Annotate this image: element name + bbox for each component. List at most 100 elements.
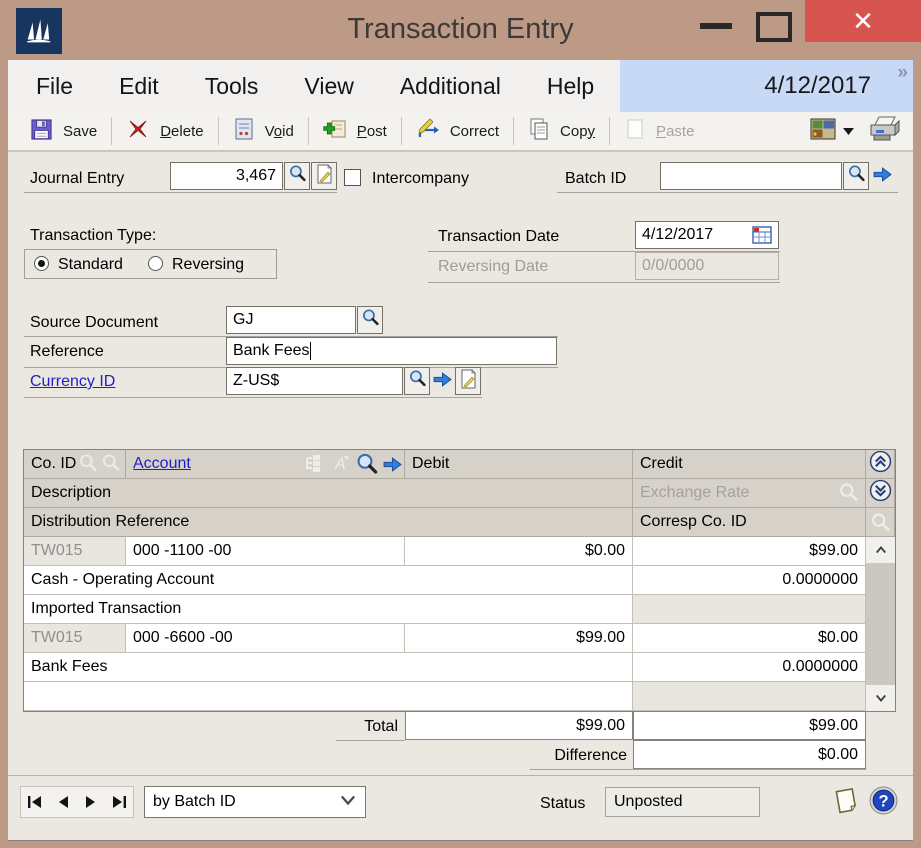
- cell-description[interactable]: Bank Fees: [24, 653, 633, 682]
- account-link[interactable]: Account: [133, 455, 191, 472]
- void-button[interactable]: Void: [219, 114, 308, 148]
- scroll-down-button[interactable]: [866, 685, 895, 711]
- last-record-button[interactable]: [107, 790, 131, 814]
- layout-picker-icon[interactable]: [810, 117, 838, 146]
- journal-entry-lookup-button[interactable]: [284, 162, 310, 190]
- toolbar-separator: [217, 117, 219, 145]
- close-button[interactable]: ✕: [805, 0, 921, 42]
- cell-distribution-reference[interactable]: Imported Transaction: [24, 595, 633, 624]
- cell-distribution-reference[interactable]: [24, 682, 633, 711]
- cell-credit[interactable]: $99.00: [633, 537, 866, 566]
- save-icon: [30, 118, 53, 145]
- batch-id-expansion-arrow-icon[interactable]: [872, 166, 893, 183]
- print-icon[interactable]: [867, 115, 901, 148]
- account-expansion-arrow-icon[interactable]: [382, 456, 403, 473]
- layout-picker-dropdown-arrow-icon[interactable]: [843, 122, 854, 140]
- paste-icon: [624, 117, 646, 145]
- first-record-button[interactable]: [23, 790, 47, 814]
- expand-rows-button[interactable]: [866, 479, 895, 508]
- menu-help[interactable]: Help: [546, 72, 595, 99]
- batch-id-field[interactable]: [660, 162, 842, 190]
- menu-view[interactable]: View: [304, 72, 354, 99]
- currency-id-field[interactable]: Z-US$: [226, 367, 403, 395]
- batch-id-label: Batch ID: [565, 170, 627, 187]
- status-value: Unposted: [614, 793, 683, 810]
- cell-credit[interactable]: $0.00: [633, 624, 866, 653]
- scroll-up-button[interactable]: [866, 537, 895, 563]
- currency-id-lookup-button[interactable]: [404, 367, 430, 395]
- source-document-field[interactable]: GJ: [226, 306, 356, 334]
- currency-id-link[interactable]: Currency ID: [30, 373, 116, 390]
- minimize-button[interactable]: [700, 23, 732, 29]
- intercompany-label: Intercompany: [372, 170, 469, 187]
- note-icon: [316, 163, 333, 189]
- collapse-rows-button[interactable]: [866, 450, 895, 479]
- currency-id-expansion-arrow-icon[interactable]: [432, 371, 453, 388]
- co-id-lookup-icon-disabled: [78, 453, 98, 473]
- currency-id-note-button[interactable]: [455, 367, 481, 395]
- account-lookup-icon[interactable]: [355, 452, 379, 476]
- browse-by-dropdown[interactable]: by Batch ID: [144, 786, 366, 818]
- correct-icon: [416, 117, 440, 145]
- system-date-area[interactable]: 4/12/2017 »: [620, 60, 913, 112]
- source-document-lookup-button[interactable]: [357, 306, 383, 334]
- cell-debit[interactable]: $0.00: [405, 537, 633, 566]
- calendar-icon[interactable]: [752, 225, 772, 245]
- browse-by-value: by Batch ID: [153, 793, 236, 810]
- journal-entry-field[interactable]: 3,467: [170, 162, 283, 190]
- divider: [428, 251, 780, 252]
- divider: [428, 282, 780, 283]
- reversing-date-label: Reversing Date: [438, 258, 549, 275]
- reference-label: Reference: [30, 343, 104, 360]
- divider: [336, 740, 405, 741]
- radio-reversing[interactable]: [148, 256, 163, 271]
- cell-account[interactable]: 000 -6600 -00: [126, 624, 405, 653]
- difference-label: Difference: [554, 747, 627, 764]
- radio-standard-label: Standard: [58, 256, 123, 273]
- col-header-debit: Debit: [405, 450, 633, 479]
- reversing-date-field: 0/0/0000: [635, 252, 779, 280]
- record-navigation: [20, 786, 134, 818]
- previous-record-button[interactable]: [51, 790, 75, 814]
- record-note-icon[interactable]: [830, 783, 864, 817]
- svg-text:?: ?: [878, 792, 888, 811]
- batch-id-lookup-button[interactable]: [843, 162, 869, 190]
- difference-value: $0.00: [633, 740, 866, 769]
- note-icon: [460, 368, 477, 394]
- total-credit: $99.00: [633, 711, 866, 740]
- overflow-chevron-icon[interactable]: »: [897, 62, 907, 83]
- post-button[interactable]: Post: [309, 114, 401, 148]
- correct-button[interactable]: Correct: [402, 114, 513, 148]
- scrollbar-track[interactable]: [866, 563, 895, 685]
- next-record-button[interactable]: [79, 790, 103, 814]
- cell-exchange-rate[interactable]: 0.0000000: [633, 653, 866, 682]
- double-chevron-down-icon: [869, 479, 892, 507]
- status-field: Unposted: [605, 787, 760, 817]
- maximize-button[interactable]: [756, 12, 792, 42]
- svg-text:A: A: [334, 456, 346, 473]
- magnifier-icon: [288, 164, 307, 188]
- menu-additional[interactable]: Additional: [399, 72, 501, 99]
- account-alias-icon-disabled: A: [330, 452, 352, 474]
- cell-exchange-rate[interactable]: 0.0000000: [633, 566, 866, 595]
- cell-account[interactable]: 000 -1100 -00: [126, 537, 405, 566]
- cell-co-id: TW015: [24, 537, 126, 566]
- journal-entry-note-button[interactable]: [311, 162, 337, 190]
- transaction-type-group: [24, 249, 277, 279]
- toolbar: Save Delete Void: [8, 112, 913, 152]
- menu-tools[interactable]: Tools: [204, 72, 259, 99]
- copy-button[interactable]: Copy: [514, 114, 609, 148]
- total-debit: $99.00: [405, 711, 633, 740]
- save-button[interactable]: Save: [16, 114, 111, 148]
- menu-edit[interactable]: Edit: [119, 72, 159, 99]
- system-date[interactable]: 4/12/2017: [764, 72, 871, 99]
- cell-description[interactable]: Cash - Operating Account: [24, 566, 633, 595]
- menu-file[interactable]: File: [36, 72, 74, 99]
- delete-icon: [126, 117, 150, 145]
- reference-field[interactable]: Bank Fees: [226, 337, 557, 365]
- radio-standard[interactable]: [34, 256, 49, 271]
- help-icon[interactable]: ?: [869, 786, 898, 815]
- intercompany-checkbox[interactable]: [344, 169, 361, 186]
- delete-button[interactable]: Delete: [112, 114, 217, 148]
- cell-debit[interactable]: $99.00: [405, 624, 633, 653]
